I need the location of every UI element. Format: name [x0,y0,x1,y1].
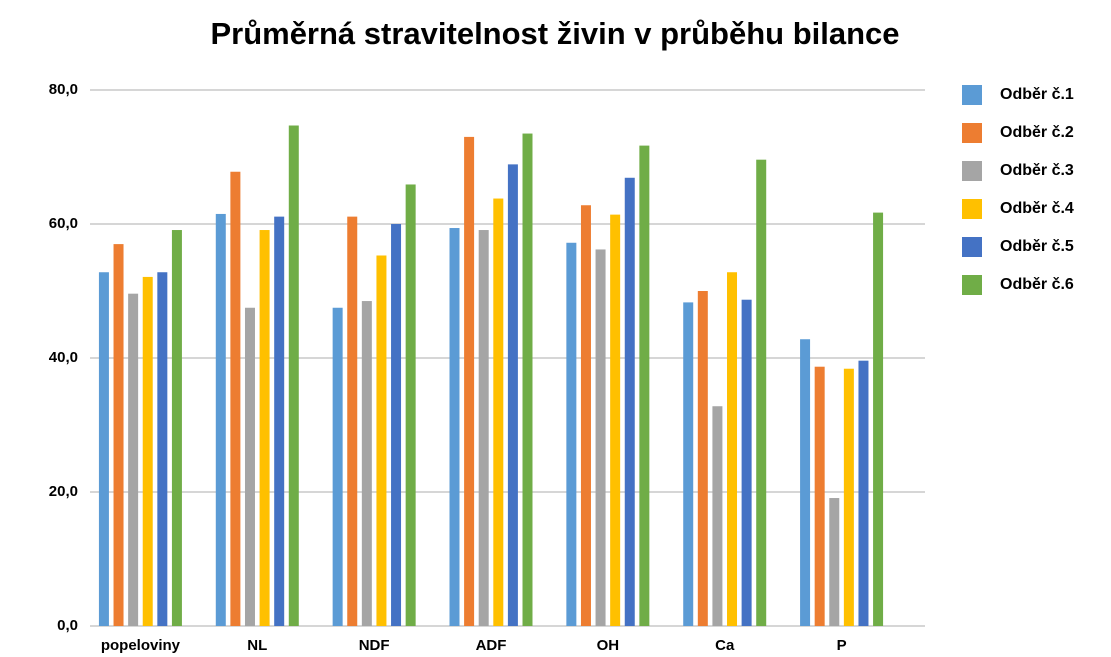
bar [171,230,182,626]
legend-swatch [962,123,982,143]
bar [843,368,854,626]
bar [800,339,811,626]
bar [405,184,416,626]
legend-swatch [962,275,982,295]
bar [566,242,577,626]
bar [741,299,752,626]
y-tick-label: 60,0 [49,215,78,232]
x-tick-label: ADF [476,637,507,654]
x-tick-label: NL [247,637,267,654]
bar [347,216,358,626]
legend-swatch [962,161,982,181]
legend-label: Odběr č.4 [1000,200,1074,217]
y-tick-label: 0,0 [57,617,78,634]
x-tick-label: NDF [359,637,390,654]
bar [697,291,708,626]
bar [128,293,139,626]
bar [361,301,372,626]
bar [244,307,255,626]
x-tick-label: P [837,637,847,654]
legend-label: Odběr č.5 [1000,238,1074,255]
bar [157,272,168,626]
x-tick-label: OH [597,637,620,654]
bar [858,360,869,626]
legend-swatch [962,85,982,105]
bar [595,249,606,626]
y-tick-label: 20,0 [49,483,78,500]
bar [873,212,884,627]
bar [215,213,226,626]
chart-title: Průměrná stravitelnost živin v průběhu b… [210,16,899,51]
bar [727,272,738,626]
legend-label: Odběr č.6 [1000,276,1074,293]
bar [142,276,153,626]
bar [449,228,460,626]
bar [580,205,591,627]
legend-label: Odběr č.2 [1000,124,1074,141]
bar [274,216,285,626]
bar [376,255,387,627]
bar [507,164,518,626]
bar [288,125,299,626]
bar [624,177,635,626]
y-tick-label: 80,0 [49,81,78,98]
bar [522,133,533,627]
bar [639,145,650,627]
bar [610,214,621,626]
bar [814,366,825,626]
bar [478,230,489,626]
bar [98,272,109,626]
x-tick-label: Ca [715,637,735,654]
bar [113,244,124,626]
legend-label: Odběr č.3 [1000,162,1074,179]
x-tick-label: popeloviny [101,637,181,654]
bar [464,136,475,626]
bar [829,498,840,626]
y-tick-label: 40,0 [49,349,78,366]
bar [259,230,270,626]
bar [332,307,343,626]
legend-label: Odběr č.1 [1000,86,1074,103]
bar [756,159,767,626]
bar [391,224,402,626]
bar [493,198,504,627]
bar [230,171,241,627]
bar [712,406,723,626]
bar [683,302,694,626]
legend-swatch [962,199,982,219]
legend-swatch [962,237,982,257]
